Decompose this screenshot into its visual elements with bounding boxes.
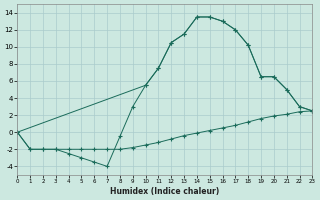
X-axis label: Humidex (Indice chaleur): Humidex (Indice chaleur) — [110, 187, 220, 196]
